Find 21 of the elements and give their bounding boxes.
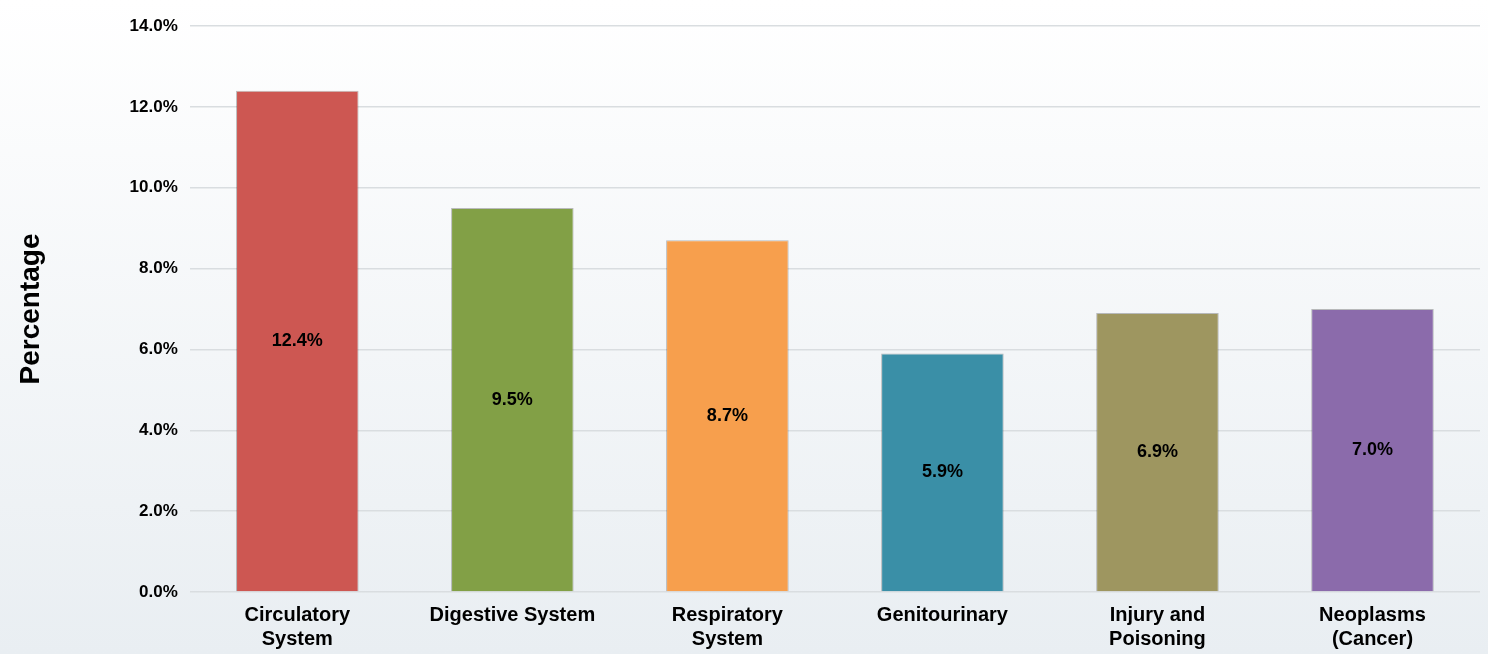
y-axis-title: Percentage — [13, 233, 45, 385]
data-label: 7.0% — [1351, 439, 1393, 460]
data-label: 9.5% — [491, 388, 533, 409]
y-tick-label: 14.0% — [129, 15, 178, 35]
x-tick-label: Respiratory System — [671, 602, 784, 649]
x-tick-label: Digestive System — [429, 602, 596, 625]
y-tick-label: 10.0% — [129, 177, 178, 197]
y-tick-label: 8.0% — [139, 258, 178, 278]
y-tick-label: 0.0% — [139, 581, 178, 601]
data-label: 5.9% — [921, 461, 963, 482]
x-tick-label: Circulatory System — [244, 602, 351, 649]
data-label: 8.7% — [706, 404, 748, 425]
y-tick-label: 12.0% — [129, 96, 178, 116]
y-tick-label: 2.0% — [139, 500, 178, 520]
y-tick-label: 6.0% — [139, 339, 178, 359]
x-tick-label: Genitourinary — [876, 602, 1009, 625]
x-tick-label: Injury and Poisoning — [1109, 602, 1206, 649]
data-label: 12.4% — [271, 329, 323, 350]
x-tick-label: Neoplasms (Cancer) — [1319, 602, 1426, 649]
y-tick-label: 4.0% — [139, 419, 178, 439]
data-label: 6.9% — [1136, 441, 1178, 462]
